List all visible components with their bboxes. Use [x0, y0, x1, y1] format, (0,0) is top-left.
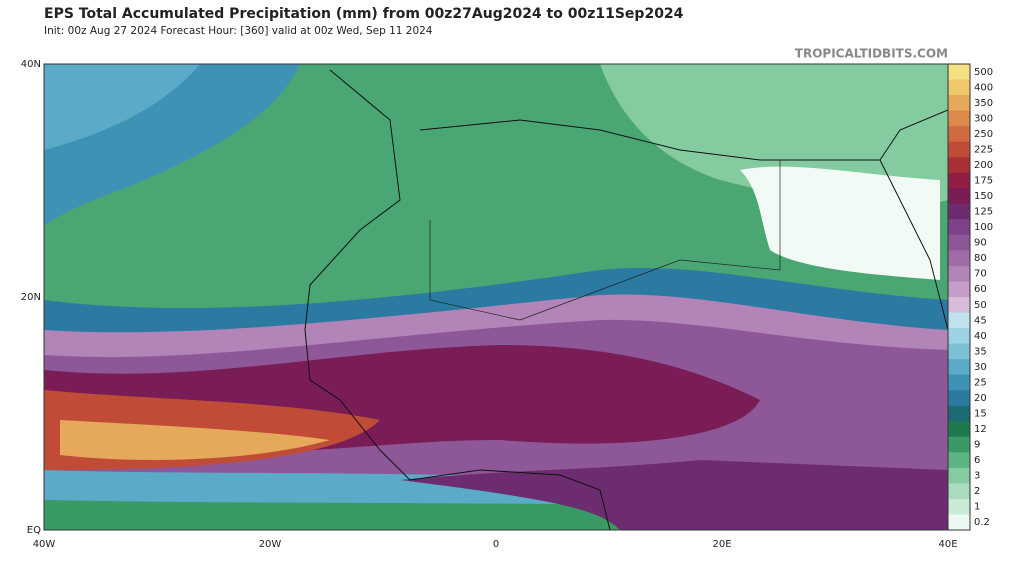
coastline	[304, 69, 611, 530]
colorbar-swatch	[948, 203, 970, 220]
lon-label: 0	[493, 539, 499, 550]
colorbar-label: 70	[974, 269, 987, 280]
field	[600, 64, 948, 209]
colorbar-label: 400	[974, 82, 993, 93]
map-subtitle: Init: 00z Aug 27 2024 Forecast Hour: [36…	[44, 25, 433, 37]
colorbar-swatch	[948, 157, 970, 174]
field	[400, 460, 948, 530]
colorbar-label: 300	[974, 113, 993, 124]
colorbar-label: 175	[974, 176, 993, 187]
colorbar-label: 2	[974, 486, 980, 497]
colorbar-label: 1	[974, 502, 980, 513]
field	[44, 64, 200, 150]
axis-labels: 40N 20N EQ 40W 20W 0 20E 40E	[21, 59, 958, 550]
colorbar-label: 80	[974, 253, 987, 264]
coastline	[879, 159, 948, 331]
colorbar-swatch	[948, 483, 970, 500]
colorbar-swatch	[948, 390, 970, 407]
colorbar-swatch	[948, 297, 970, 314]
colorbar-swatch	[948, 141, 970, 158]
colorbar-label: 200	[974, 160, 993, 171]
lon-label: 20E	[712, 539, 731, 550]
colorbar-swatch	[948, 79, 970, 96]
colorbar-swatch	[948, 95, 970, 112]
colorbar-label: 25	[974, 377, 987, 388]
colorbar-label: 9	[974, 440, 980, 451]
colorbar-swatch	[948, 172, 970, 189]
colorbar-label: 60	[974, 284, 987, 295]
colorbar: 5004003503002502252001751501251009080706…	[947, 63, 993, 531]
colorbar-label: 45	[974, 315, 987, 326]
lat-label: 40N	[21, 59, 41, 70]
colorbar-label: 12	[974, 424, 987, 435]
colorbar-swatch	[948, 250, 970, 267]
colorbar-label: 500	[974, 67, 993, 78]
border	[429, 160, 781, 321]
colorbar-label: 125	[974, 207, 993, 218]
colorbar-swatch	[948, 219, 970, 236]
colorbar-frame	[947, 63, 971, 531]
coastline	[419, 109, 948, 161]
colorbar-swatch	[948, 126, 970, 143]
colorbar-swatch	[948, 234, 970, 251]
colorbar-swatch	[948, 436, 970, 453]
map	[43, 63, 949, 531]
colorbar-swatch	[948, 421, 970, 438]
colorbar-label: 0.2	[974, 517, 990, 528]
colorbar-swatch	[948, 374, 970, 391]
colorbar-swatch	[948, 467, 970, 484]
colorbar-swatch	[948, 343, 970, 360]
colorbar-swatch	[948, 328, 970, 345]
colorbar-label: 225	[974, 144, 993, 155]
lon-label: 40E	[938, 539, 957, 550]
colorbar-swatch	[948, 452, 970, 469]
colorbar-label: 100	[974, 222, 993, 233]
colorbar-label: 90	[974, 238, 987, 249]
colorbar-swatch	[948, 281, 970, 298]
lon-label: 40W	[33, 539, 56, 550]
colorbar-label: 350	[974, 98, 993, 109]
colorbar-swatch	[948, 312, 970, 329]
colorbar-label: 150	[974, 191, 993, 202]
field	[60, 420, 330, 460]
colorbar-label: 40	[974, 331, 987, 342]
lon-label: 20W	[259, 539, 282, 550]
colorbar-swatch	[948, 110, 970, 127]
colorbar-label: 6	[974, 455, 980, 466]
colorbar-label: 250	[974, 129, 993, 140]
colorbar-label: 20	[974, 393, 987, 404]
colorbar-label: 35	[974, 346, 987, 357]
colorbar-swatch	[948, 405, 970, 422]
colorbar-swatch	[948, 64, 970, 81]
lat-label: EQ	[27, 525, 41, 536]
colorbar-label: 50	[974, 300, 987, 311]
map-title: EPS Total Accumulated Precipitation (mm)…	[44, 6, 684, 22]
watermark: TROPICALTIDBITS.COM	[795, 47, 948, 61]
colorbar-swatch	[948, 498, 970, 515]
colorbar-label: 30	[974, 362, 987, 373]
colorbar-swatch	[948, 188, 970, 205]
colorbar-swatch	[948, 514, 970, 531]
colorbar-swatch	[948, 359, 970, 376]
colorbar-label: 3	[974, 471, 980, 482]
colorbar-label: 15	[974, 409, 987, 420]
colorbar-swatch	[948, 265, 970, 282]
lat-label: 20N	[21, 292, 41, 303]
field	[740, 166, 940, 280]
